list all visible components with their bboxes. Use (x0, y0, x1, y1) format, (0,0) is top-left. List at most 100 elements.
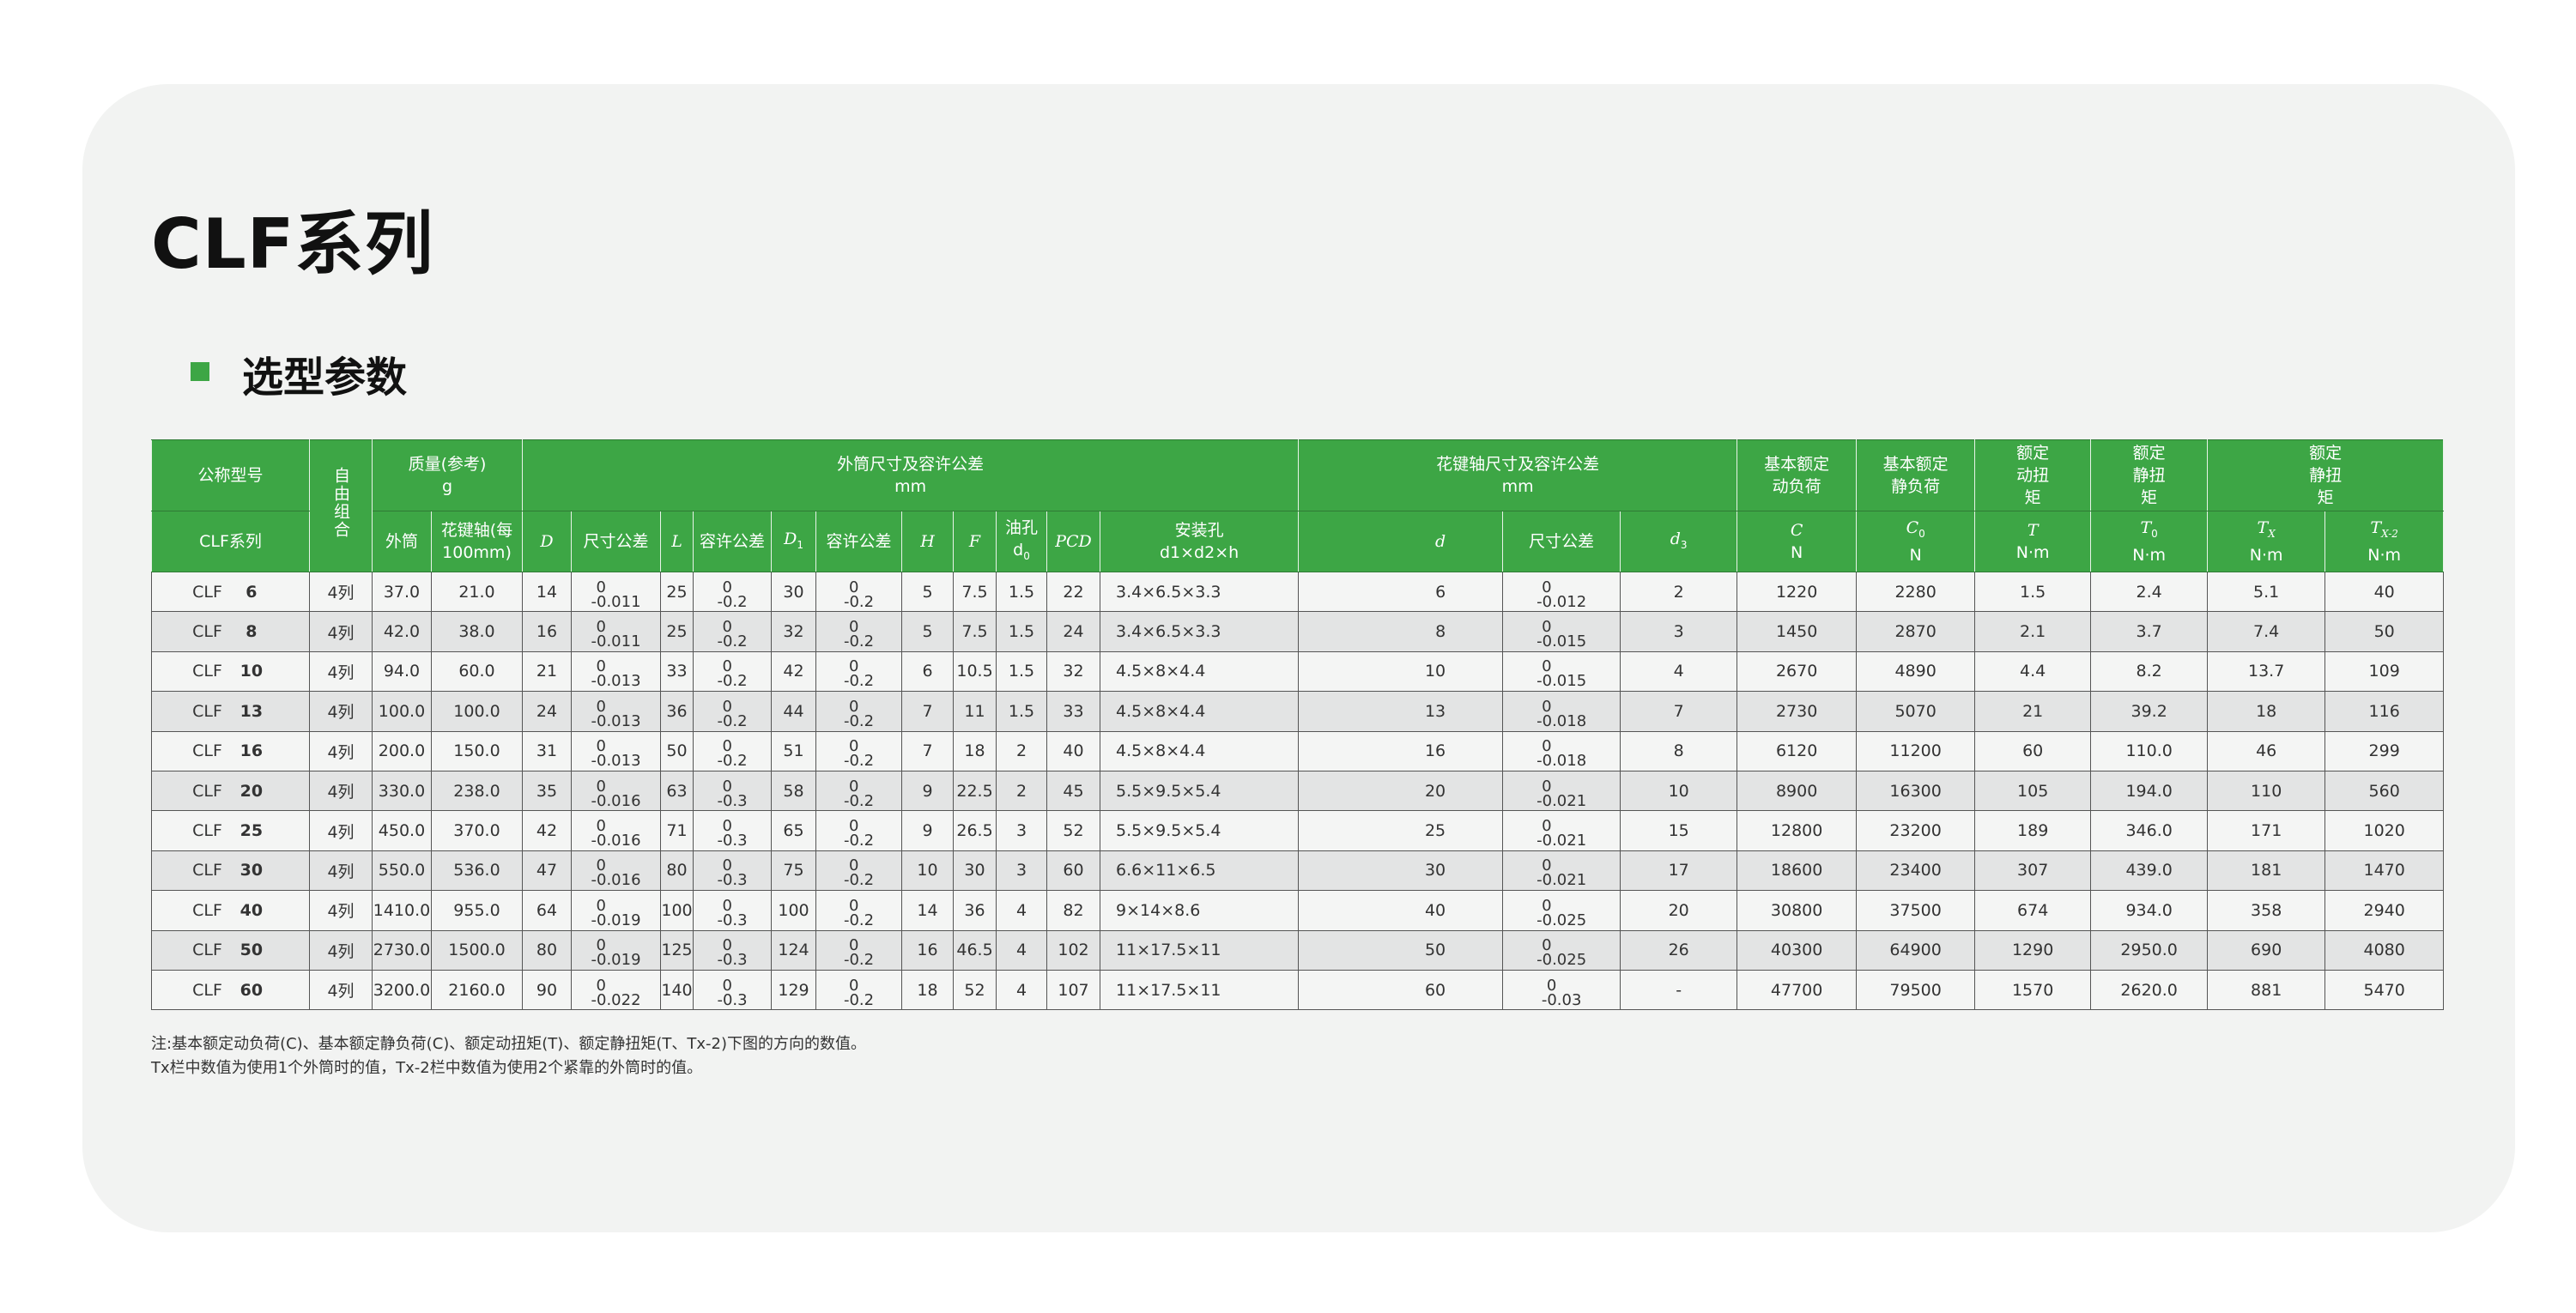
tol-lower: -0.021 (1537, 871, 1587, 890)
cell-oil: 1.5 (996, 611, 1048, 652)
tol-upper: 0 (1542, 936, 1552, 955)
cell-d-tol: 0 -0.012 (1502, 571, 1621, 613)
tol-upper: 0 (1542, 817, 1552, 836)
cell-mount: 11×17.5×11 (1100, 969, 1300, 1011)
cell-d-tol: 0 -0.018 (1502, 691, 1621, 732)
cell-d: 25 (1298, 810, 1504, 851)
cell-model: CLF 20 (151, 770, 310, 812)
cell-T: 2.1 (1974, 611, 2092, 652)
cell-L: 100 (660, 890, 694, 931)
cell-F: 11 (953, 691, 997, 732)
cell-Tx2: 40 (2324, 571, 2445, 613)
cell-D1: 75 (771, 850, 817, 892)
table-row: CLF 13 4列 100.0 100.0 24 0 -0.013 36 0 -0.2 44 0 -0.2… (151, 691, 2445, 732)
tol-upper: 0 (596, 737, 606, 756)
cell-D1: 32 (771, 611, 817, 652)
series-text: CLF (192, 821, 222, 841)
cell-mount: 4.5×8×4.4 (1100, 650, 1300, 693)
cell-H: 18 (901, 969, 955, 1011)
cell-T: 60 (1974, 730, 2092, 771)
tol-lower: -0.019 (591, 951, 641, 970)
cell-d-tol: 0 -0.015 (1502, 650, 1621, 693)
cell-L-tol: 0 -0.2 (693, 571, 773, 613)
header-mass: 质量(参考) g (371, 439, 524, 511)
cell-d3: 3 (1620, 611, 1738, 652)
tol-lower: -0.018 (1537, 752, 1587, 771)
cell-C: 2730 (1737, 691, 1858, 732)
header-Tx2: TX-2 N·m (2324, 511, 2445, 572)
spec-table-body: CLF 6 4列 37.0 21.0 14 0 -0.011 25 0 -0.2 30 0 -0.2 5 7.… (151, 571, 2445, 1011)
tol-lower: -0.2 (843, 752, 875, 771)
tol-upper: 0 (722, 737, 732, 756)
cell-Tx2: 2940 (2324, 890, 2445, 931)
cell-L-tol: 0 -0.3 (693, 969, 773, 1011)
cell-mass-shaft: 38.0 (430, 611, 524, 652)
table-row: CLF 60 4列 3200.0 2160.0 90 0 -0.022 140 0 -0.3 129 0… (151, 969, 2445, 1011)
tol-upper: 0 (1542, 856, 1552, 875)
cell-D1-tol: 0 -0.2 (815, 571, 903, 613)
cell-T0: 2620.0 (2090, 969, 2209, 1011)
tol-upper: 0 (848, 618, 859, 637)
cell-mass-outer: 200.0 (372, 730, 432, 771)
cell-mount: 5.5×9.5×5.4 (1100, 810, 1300, 851)
size-text: 40 (239, 900, 264, 920)
tol-lower: -0.016 (591, 791, 641, 810)
tol-lower: -0.013 (591, 711, 641, 730)
cell-oil: 1.5 (996, 571, 1048, 613)
note-line: 注:基本额定动负荷(C)、基本额定静负荷(C)、额定动扭矩(T)、额定静扭矩(T… (151, 1035, 866, 1053)
cell-D1: 100 (771, 890, 817, 931)
cell-H: 9 (901, 770, 955, 812)
cell-D: 90 (522, 969, 573, 1011)
cell-Tx2: 560 (2324, 770, 2445, 812)
tol-lower: -0.3 (717, 911, 748, 929)
cell-d3: 20 (1620, 890, 1738, 931)
cell-Tx: 13.7 (2207, 650, 2326, 693)
header-static-torque: 额定静扭矩 (2090, 439, 2209, 511)
cell-D1-tol: 0 -0.2 (815, 969, 903, 1011)
table-row: CLF 8 4列 42.0 38.0 16 0 -0.011 25 0 -0.2 32 0 -0.2 5 7.… (151, 611, 2445, 652)
cell-combo: 4列 (309, 770, 373, 812)
cell-D-tol: 0 -0.016 (571, 810, 662, 851)
cell-d3: 8 (1620, 730, 1738, 771)
cell-d-tol: 0 -0.015 (1502, 611, 1621, 652)
cell-T0: 194.0 (2090, 770, 2209, 812)
cell-combo: 4列 (309, 691, 373, 732)
cell-D-tol: 0 -0.013 (571, 650, 662, 693)
cell-T: 105 (1974, 770, 2092, 812)
cell-mass-outer: 1410.0 (372, 890, 432, 931)
tol-lower: -0.022 (591, 990, 641, 1009)
cell-d-tol: 0 -0.025 (1502, 929, 1621, 971)
cell-mount: 4.5×8×4.4 (1100, 730, 1300, 771)
cell-d3: 17 (1620, 850, 1738, 892)
cell-D: 14 (522, 571, 573, 613)
cell-Tx2: 50 (2324, 611, 2445, 652)
tol-upper: 0 (596, 657, 606, 676)
header-shaft-dims: 花键轴尺寸及容许公差 mm (1298, 439, 1738, 511)
cell-H: 10 (901, 850, 955, 892)
cell-D-tol: 0 -0.013 (571, 691, 662, 732)
cell-mass-shaft: 536.0 (430, 850, 524, 892)
cell-Tx2: 109 (2324, 650, 2445, 693)
series-text: CLF (192, 941, 222, 960)
header-D: D (522, 511, 573, 572)
cell-oil: 3 (996, 850, 1048, 892)
tol-lower: -0.015 (1537, 632, 1587, 651)
series-text: CLF (192, 582, 222, 602)
cell-L: 125 (660, 929, 694, 971)
cell-mount: 4.5×8×4.4 (1100, 691, 1300, 732)
tol-upper: 0 (596, 817, 606, 836)
cell-mass-shaft: 60.0 (430, 650, 524, 693)
tol-upper: 0 (596, 618, 606, 637)
cell-mass-outer: 94.0 (372, 650, 432, 693)
cell-oil: 3 (996, 810, 1048, 851)
tol-lower: -0.013 (591, 672, 641, 691)
size-text: 8 (245, 622, 258, 642)
series-text: CLF (192, 980, 222, 1000)
cell-model: CLF 50 (151, 929, 310, 971)
cell-D1: 51 (771, 730, 817, 771)
cell-L: 25 (660, 571, 694, 613)
cell-combo: 4列 (309, 730, 373, 771)
tol-upper: 0 (1542, 657, 1552, 676)
cell-T0: 39.2 (2090, 691, 2209, 732)
cell-L-tol: 0 -0.2 (693, 611, 773, 652)
